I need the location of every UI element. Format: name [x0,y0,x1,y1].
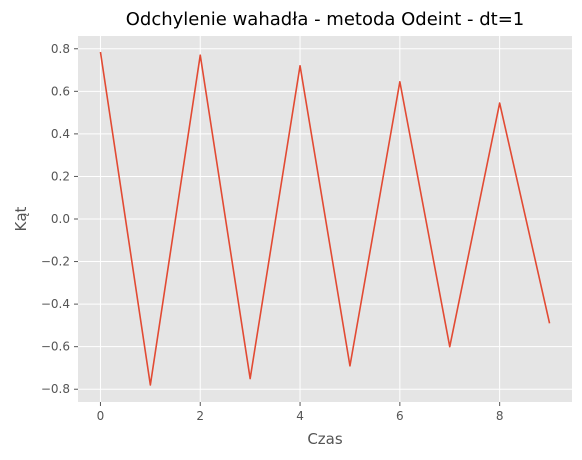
x-tick-label: 4 [296,409,304,423]
chart-title: Odchylenie wahadła - metoda Odeint - dt=… [126,9,524,30]
y-tick-label: 0.6 [51,84,70,98]
x-tick-label: 8 [496,409,504,423]
y-tick-label: 0.8 [51,42,70,56]
y-tick-label: 0.2 [51,169,70,183]
y-axis-title: Kąt [12,206,30,231]
y-tick-label: −0.2 [41,255,70,269]
y-tick-label: 0.0 [51,212,70,226]
x-tick-label: 2 [196,409,204,423]
x-tick-label: 6 [396,409,404,423]
series-layer [99,51,551,386]
series-line [99,51,551,386]
y-tick-label: −0.4 [41,297,70,311]
y-axis: 0.8 0.6 0.4 0.2 0.0 −0.2 −0.4 −0.6 −0.8 [41,42,78,396]
x-axis-title: Czas [307,430,343,448]
y-tick-label: −0.6 [41,340,70,354]
y-tick-label: −0.8 [41,382,70,396]
y-tick-label: 0.4 [51,127,70,141]
x-tick-label: 0 [97,409,105,423]
x-axis: 0 2 4 6 8 [97,402,504,423]
